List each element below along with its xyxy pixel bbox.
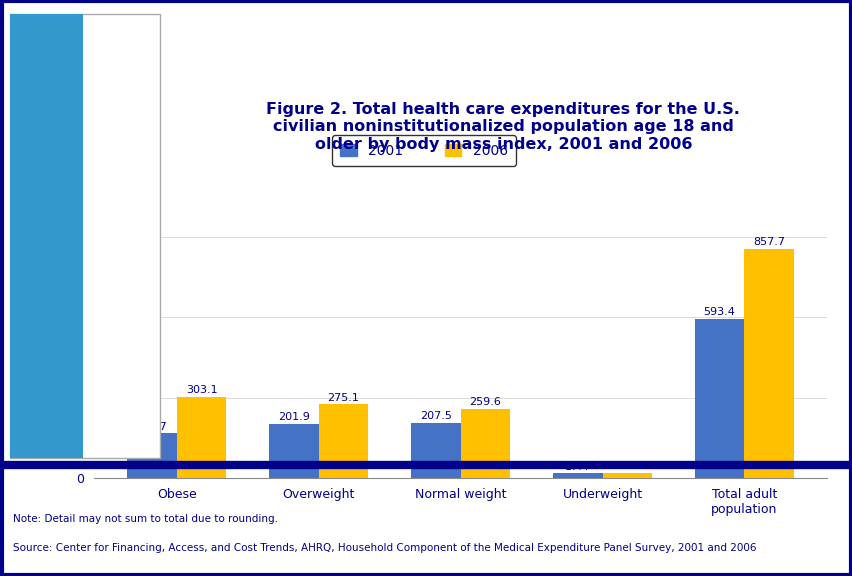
Text: 593.4: 593.4 [703, 308, 734, 317]
Text: 207.5: 207.5 [419, 411, 452, 420]
Text: 17.4: 17.4 [565, 461, 590, 472]
Y-axis label: Nominal dollars in billions: Nominal dollars in billions [42, 265, 55, 426]
Bar [552, 473, 602, 478]
Text: Note: Detail may not sum to total due to rounding.: Note: Detail may not sum to total due to… [13, 514, 278, 524]
Bar [319, 404, 368, 478]
Text: Source: Center for Financing, Access, and Cost Trends, AHRQ, Household Component: Source: Center for Financing, Access, an… [13, 543, 756, 553]
Text: 303.1: 303.1 [186, 385, 217, 395]
Text: 275.1: 275.1 [327, 393, 359, 403]
Text: AHRQ: AHRQ [86, 94, 144, 113]
Text: 857.7: 857.7 [752, 237, 785, 247]
Text: Advancing
Excellence in
Health Care: Advancing Excellence in Health Care [90, 158, 140, 188]
Bar [460, 408, 509, 478]
Text: Figure 2. Total health care expenditures for the U.S.
civilian noninstitutionali: Figure 2. Total health care expenditures… [266, 102, 740, 151]
Text: 19.8: 19.8 [614, 461, 639, 471]
Bar [268, 424, 319, 478]
Bar [744, 248, 793, 478]
Text: 166.7: 166.7 [136, 422, 168, 431]
Bar [127, 434, 176, 478]
Text: 259.6: 259.6 [469, 397, 501, 407]
Legend: 2001, 2006: 2001, 2006 [331, 135, 515, 166]
Bar [411, 423, 460, 478]
Text: 201.9: 201.9 [278, 412, 309, 422]
Bar [176, 397, 227, 478]
Bar [602, 473, 652, 478]
Bar [694, 319, 744, 478]
